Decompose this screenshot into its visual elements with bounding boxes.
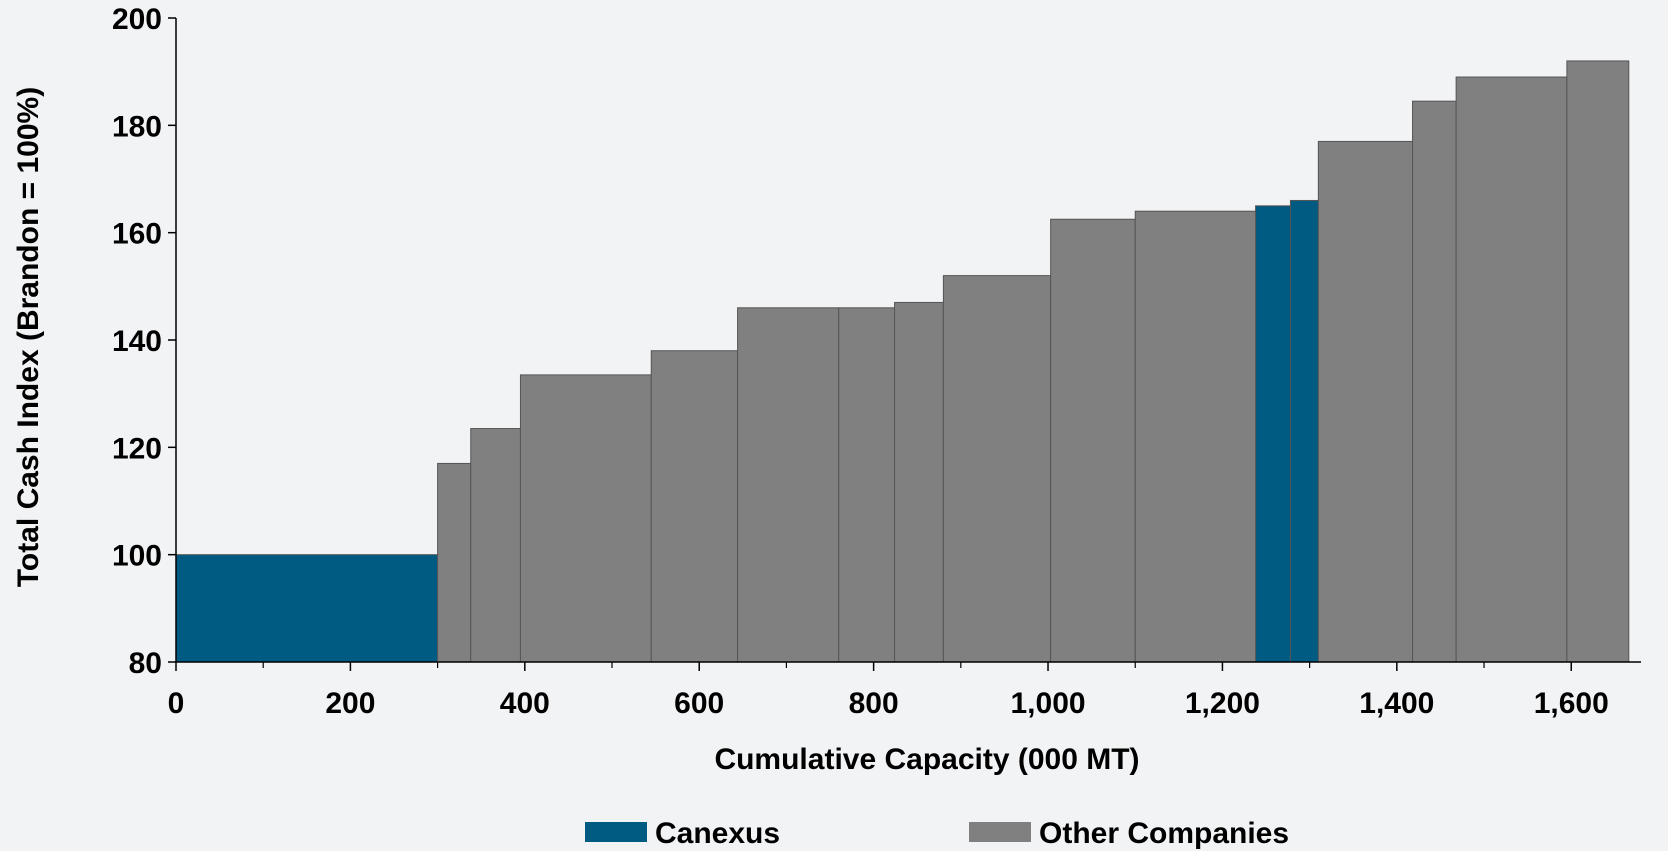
other-company-bar-2	[470, 428, 521, 663]
axes-layer: 80 100 120 140 160 180 200 0 200 400 600 800 1,000 1,…	[112, 3, 1641, 720]
other-company-bar-8	[942, 275, 1052, 663]
other-company-bar-10	[1134, 210, 1257, 663]
x-tick-label-1000: 1,000	[1010, 687, 1085, 720]
x-tick-label-1600: 1,600	[1534, 687, 1609, 720]
y-tick-label-140: 140	[112, 325, 162, 358]
x-axis-title: Cumulative Capacity (000 MT)	[714, 743, 1139, 776]
x-tick-label-0: 0	[168, 687, 185, 720]
y-tick-label-120: 120	[112, 432, 162, 465]
y-tick-label-180: 180	[112, 110, 162, 143]
legend: Canexus Other Companies	[585, 817, 1289, 850]
legend-label-2: Other Companies	[1039, 817, 1289, 850]
x-tick-label-1200: 1,200	[1185, 687, 1260, 720]
y-tick-label-100: 100	[112, 540, 162, 573]
other-company-bar-11	[1317, 140, 1414, 663]
other-company-bar-5	[737, 307, 840, 663]
y-tick-label-80: 80	[129, 647, 162, 680]
other-company-bar-9	[1050, 218, 1136, 663]
other-company-bar-1	[437, 462, 472, 663]
canexus-bar-3	[1289, 199, 1319, 663]
y-tick-label-200: 200	[112, 3, 162, 36]
x-tick-label-1400: 1,400	[1359, 687, 1434, 720]
other-company-bar-13	[1455, 76, 1568, 663]
y-tick-label-160: 160	[112, 218, 162, 251]
x-tick-label-400: 400	[500, 687, 550, 720]
canexus-bar-2	[1255, 205, 1291, 663]
other-company-bar-14	[1566, 60, 1630, 663]
legend-swatch-1	[585, 822, 647, 842]
other-company-bar-12	[1412, 100, 1457, 663]
legend-swatch-2	[969, 822, 1031, 842]
legend-label-1: Canexus	[655, 817, 780, 850]
other-company-bar-6	[838, 307, 896, 663]
other-company-bar-3	[519, 374, 652, 663]
x-tick-label-200: 200	[325, 687, 375, 720]
other-company-bar-4	[650, 350, 739, 663]
y-axis-title: Total Cash Index (Brandon = 100%)	[12, 87, 45, 587]
x-tick-label-600: 600	[674, 687, 724, 720]
canexus-bar-1	[175, 554, 439, 663]
other-company-bar-7	[894, 301, 944, 663]
x-tick-label-800: 800	[849, 687, 899, 720]
bars-layer	[175, 60, 1630, 663]
